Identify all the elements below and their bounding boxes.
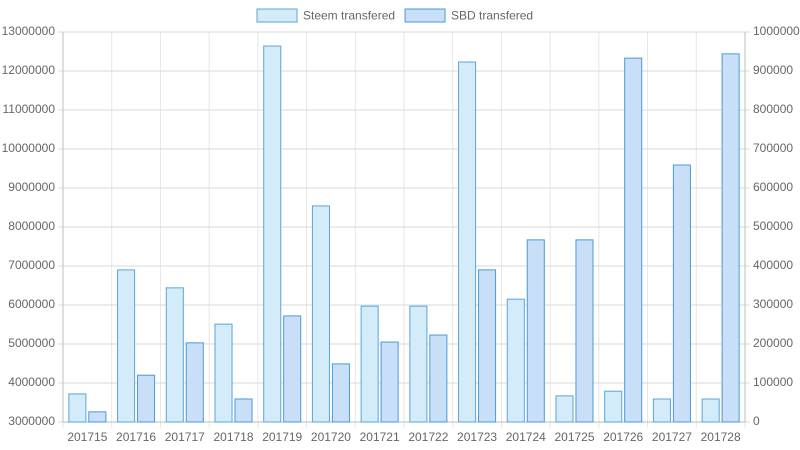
y2-tick-label: 300000 — [753, 297, 793, 311]
x-tick-label: 201723 — [457, 430, 497, 444]
x-tick-label: 201717 — [165, 430, 205, 444]
bar — [283, 315, 302, 423]
x-tick-label: 201724 — [506, 430, 546, 444]
bar — [263, 45, 282, 423]
bar — [137, 374, 156, 423]
bar — [526, 239, 545, 423]
y2-tick-label: 0 — [753, 414, 760, 428]
y-tick-label: 10000000 — [2, 141, 56, 155]
bar — [214, 323, 233, 423]
bar — [458, 61, 477, 423]
x-tick-label: 201728 — [701, 430, 741, 444]
y-tick-label: 7000000 — [8, 258, 55, 272]
y2-tick-label: 200000 — [753, 336, 793, 350]
bar — [185, 342, 204, 423]
x-tick-label: 201716 — [116, 430, 156, 444]
y-tick-label: 6000000 — [8, 297, 55, 311]
bar — [555, 395, 574, 423]
x-tick-label: 201727 — [652, 430, 692, 444]
bar — [652, 398, 671, 423]
bar — [478, 269, 497, 423]
y2-tick-label: 600000 — [753, 180, 793, 194]
bar — [360, 305, 379, 423]
x-tick-label: 201722 — [408, 430, 448, 444]
y2-tick-label: 400000 — [753, 258, 793, 272]
x-tick-label: 201718 — [213, 430, 253, 444]
legend-label: SBD transfered — [451, 9, 533, 23]
bar — [506, 298, 525, 423]
bar — [331, 363, 350, 423]
bar — [409, 305, 428, 423]
y-tick-label: 5000000 — [8, 336, 55, 350]
x-tick-label: 201726 — [603, 430, 643, 444]
bar — [721, 53, 740, 423]
legend-swatch — [256, 8, 298, 23]
bar — [701, 398, 720, 423]
bar — [429, 334, 448, 423]
y-tick-label: 8000000 — [8, 219, 55, 233]
bar — [672, 164, 691, 423]
y2-tick-label: 100000 — [753, 375, 793, 389]
bar — [380, 341, 399, 423]
x-tick-label: 201720 — [311, 430, 351, 444]
bar — [68, 393, 87, 423]
x-tick-label: 201719 — [262, 430, 302, 444]
y-tick-label: 13000000 — [2, 24, 56, 38]
y2-tick-label: 900000 — [753, 63, 793, 77]
y-tick-label: 11000000 — [3, 102, 56, 116]
y2-tick-label: 1000000 — [753, 24, 800, 38]
bar — [575, 239, 594, 423]
bar — [165, 287, 184, 423]
bar — [604, 390, 623, 423]
bar — [88, 411, 107, 423]
bar — [234, 398, 253, 423]
y2-tick-label: 800000 — [753, 102, 793, 116]
legend-label: Steem transfered — [303, 9, 395, 23]
y-tick-label: 3000000 — [8, 414, 55, 428]
y2-tick-label: 500000 — [753, 219, 793, 233]
y-tick-label: 12000000 — [2, 63, 56, 77]
bar — [311, 205, 330, 423]
y-tick-label: 4000000 — [8, 375, 55, 389]
bar — [117, 269, 136, 423]
bar — [624, 57, 643, 423]
x-tick-label: 201721 — [360, 430, 400, 444]
x-tick-label: 201715 — [67, 430, 107, 444]
x-tick-label: 201725 — [554, 430, 594, 444]
y-tick-label: 9000000 — [8, 180, 55, 194]
y2-tick-label: 700000 — [753, 141, 793, 155]
legend-swatch — [404, 8, 446, 23]
